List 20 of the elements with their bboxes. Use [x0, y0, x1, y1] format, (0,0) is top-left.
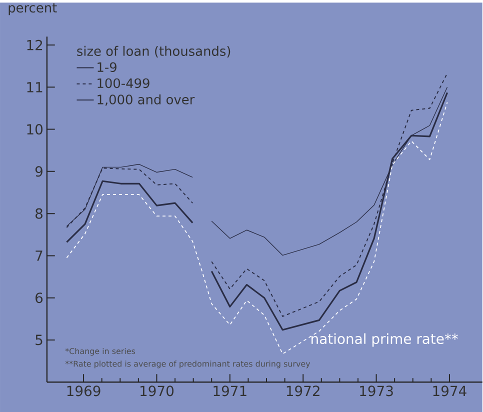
x-tick-label: 1969 — [67, 386, 100, 396]
legend-label: 100-499 — [98, 78, 150, 88]
y-tick-label: 8 — [36, 208, 42, 219]
y-tick-label: 6 — [36, 292, 43, 304]
y-tick-label: 10 — [27, 124, 43, 135]
series-label: national prime rate** — [312, 333, 458, 347]
y-tick-label: 12 — [27, 40, 42, 50]
x-tick-label: 1973 — [360, 386, 393, 396]
y-tick-label: 11 — [27, 82, 42, 92]
x-tick-label: 1972 — [286, 386, 320, 396]
y-tick-label: 7 — [36, 250, 42, 261]
x-tick-label: 1971 — [214, 386, 246, 396]
x-tick-label: 1974 — [433, 386, 466, 396]
x-tick-label: 1970 — [140, 386, 174, 396]
y-axis-title: percent — [8, 3, 57, 16]
legend-label: 1-9 — [98, 62, 116, 72]
legend-label: 1,000 and over — [98, 94, 195, 106]
legend-title: size of loan (thousands) — [77, 46, 230, 58]
y-tick-label: 5 — [36, 334, 42, 346]
y-tick-label: 9 — [35, 166, 42, 177]
